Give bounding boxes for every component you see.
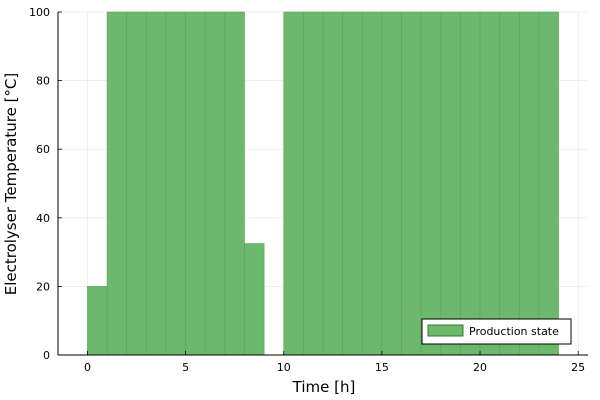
x-tick-label: 0 — [84, 361, 91, 374]
y-tick-label: 0 — [43, 349, 50, 362]
histogram-bar — [518, 11, 540, 356]
histogram-bar — [440, 11, 461, 356]
histogram-bar — [185, 11, 206, 356]
y-tick-label: 60 — [36, 143, 50, 156]
histogram-bar — [322, 11, 343, 356]
histogram-bar — [146, 11, 167, 356]
x-tick-label: 20 — [473, 361, 487, 374]
histogram-bar — [165, 11, 186, 356]
histogram-bar — [499, 11, 520, 356]
histogram-bar — [224, 11, 245, 356]
y-axis-label: Electrolyser Temperature [°C] — [2, 73, 20, 296]
histogram-bar — [420, 11, 442, 356]
histogram-bar — [381, 11, 402, 356]
histogram-bar — [204, 11, 226, 356]
x-axis-label: Time [h] — [292, 378, 356, 396]
histogram-bar — [361, 11, 383, 356]
histogram-bar — [244, 243, 265, 356]
y-tick-label: 100 — [29, 6, 50, 19]
histogram-bar — [283, 11, 304, 356]
axes — [57, 12, 588, 356]
histogram-bars — [87, 11, 559, 356]
y-axis-ticks: 0 20 40 60 80 100 — [29, 6, 62, 362]
histogram-bar — [460, 11, 481, 356]
histogram-bar — [538, 11, 559, 356]
histogram-bar — [479, 11, 500, 356]
x-axis-ticks: 0 5 10 15 20 25 — [84, 351, 585, 374]
histogram-bar — [303, 11, 324, 356]
x-tick-label: 5 — [182, 361, 189, 374]
histogram-bar — [87, 286, 108, 356]
y-tick-label: 40 — [36, 212, 50, 225]
x-tick-label: 15 — [375, 361, 389, 374]
histogram-bar — [126, 11, 147, 356]
histogram-bar — [342, 11, 363, 356]
legend-label: Production state — [469, 325, 559, 338]
y-tick-label: 80 — [36, 75, 50, 88]
x-tick-label: 10 — [277, 361, 291, 374]
legend: Production state — [421, 318, 572, 345]
histogram-bar — [401, 11, 422, 356]
legend-swatch — [427, 324, 464, 337]
y-tick-label: 20 — [36, 280, 50, 293]
histogram-bar — [106, 11, 128, 356]
x-tick-label: 25 — [571, 361, 585, 374]
